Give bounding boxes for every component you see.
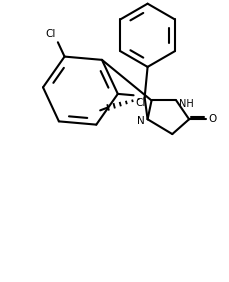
Text: NH: NH xyxy=(178,98,193,109)
Text: O: O xyxy=(208,114,216,124)
Text: Cl: Cl xyxy=(135,98,145,108)
Text: Cl: Cl xyxy=(45,29,56,39)
Text: N: N xyxy=(136,116,144,126)
